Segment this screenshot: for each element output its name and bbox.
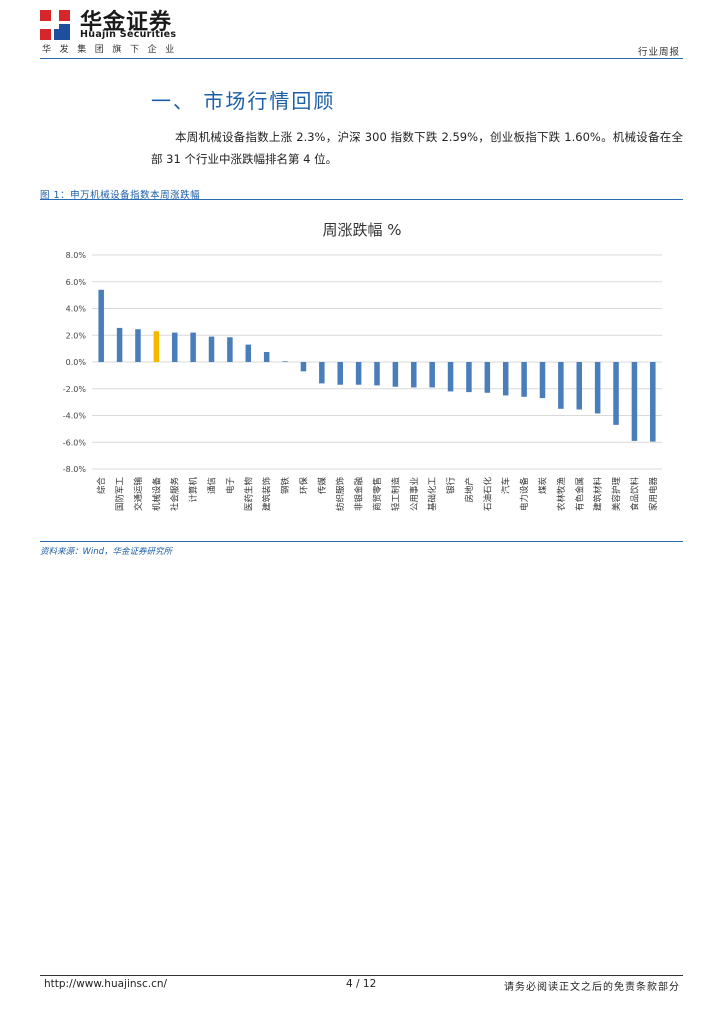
bar [411, 362, 417, 388]
section-title: 一、 市场行情回顾 [151, 89, 336, 113]
bar [227, 337, 233, 362]
bar [576, 362, 583, 410]
x-tick-label: 社会服务 [170, 477, 181, 512]
x-tick-label: 基础化工 [427, 477, 438, 512]
x-tick-label: 家用电器 [648, 477, 659, 512]
brand-name-cn: 华金证券 [80, 10, 173, 35]
bar [245, 344, 252, 362]
x-tick-label: 美容护理 [611, 477, 622, 512]
x-tick-label: 电子 [225, 477, 236, 495]
bar [466, 362, 472, 393]
figure-source: 资料来源：Wind，华金证券研究所 [40, 547, 173, 557]
weekly-change-bar-chart: 周涨跌幅 % 8.0% 6.0% 4.0% 2.0% 0.0% -2.0% -4.0% -6.… [63, 221, 662, 512]
report-type-label: 行业周报 [637, 47, 680, 58]
bar [355, 362, 362, 385]
x-tick-label: 通信 [207, 477, 218, 495]
x-tick-label: 煤炭 [537, 477, 548, 495]
bar [650, 362, 656, 442]
x-tick-label: 公用事业 [409, 477, 420, 511]
x-tick-label: 石油石化 [482, 477, 493, 512]
figure-bottom-divider [40, 541, 683, 542]
bar [374, 362, 380, 386]
x-tick-label: 交通运输 [133, 477, 144, 512]
chart-title: 周涨跌幅 % [322, 221, 401, 239]
bar [208, 336, 215, 362]
x-tick-label: 建筑装饰 [262, 477, 273, 512]
bar [337, 362, 343, 385]
x-tick-label: 机械设备 [151, 477, 162, 512]
bar [319, 362, 325, 384]
x-tick-label: 汽车 [501, 477, 512, 494]
market-review-paragraph: 本周机械设备指数上涨 2.3%，沪深 300 指数下跌 2.59%，创业板指下跌… [151, 130, 683, 166]
x-tick-label: 钢铁 [280, 477, 291, 495]
header-divider [40, 58, 683, 59]
bar [282, 361, 288, 362]
y-tick-label: 4.0% [66, 305, 87, 314]
bar [502, 362, 509, 396]
huajin-logo-icon [40, 10, 70, 40]
y-tick-label: 6.0% [66, 278, 87, 287]
bar [392, 362, 399, 387]
y-tick-label: -2.0% [63, 385, 87, 394]
bar [521, 362, 527, 397]
x-tick-label: 电力设备 [519, 477, 530, 512]
bar [631, 362, 638, 441]
brand-name-en: Huajin Securities [80, 29, 177, 40]
x-tick-label: 轻工制造 [390, 477, 401, 512]
x-tick-label: 医药生物 [243, 477, 254, 512]
x-tick-label: 商贸零售 [372, 477, 383, 511]
x-tick-label: 计算机 [188, 477, 199, 503]
x-tick-label: 食品饮料 [629, 477, 640, 512]
footer-disclaimer: 请务必阅读正文之后的免责条款部分 [504, 982, 680, 993]
footer-page-number: 4 / 12 [346, 978, 377, 990]
x-tick-label: 国防军工 [115, 477, 126, 512]
x-tick-label: 传媒 [317, 477, 328, 495]
bar [539, 362, 546, 399]
x-tick-label: 非银金融 [354, 477, 365, 512]
y-tick-label: 8.0% [66, 251, 87, 260]
x-tick-label: 农林牧渔 [556, 477, 567, 512]
x-tick-label: 有色金属 [574, 477, 585, 511]
x-tick-label: 建筑材料 [593, 477, 604, 512]
y-tick-label: -8.0% [63, 465, 87, 474]
bar [613, 362, 619, 425]
x-tick-label: 房地产 [464, 477, 475, 503]
bar [429, 362, 435, 388]
bar [153, 331, 160, 362]
bar [171, 332, 178, 362]
bar [116, 327, 123, 362]
footer-website-link[interactable]: http://www.huajinsc.cn/ [44, 978, 168, 990]
footer-divider [40, 975, 683, 976]
bar [98, 289, 104, 362]
bar [263, 351, 270, 362]
bar [447, 362, 454, 392]
figure-caption: 图 1：申万机械设备指数本周涨跌幅 [40, 190, 201, 201]
bar [190, 332, 196, 362]
bar [300, 362, 307, 372]
brand-tagline: 华发集团旗下企业 [42, 45, 183, 55]
x-tick-label: 纺织服饰 [335, 477, 346, 512]
y-tick-label: 0.0% [66, 358, 87, 367]
bar [135, 329, 141, 362]
y-tick-label: -6.0% [63, 438, 87, 447]
y-tick-label: 2.0% [66, 331, 87, 340]
x-tick-label: 综合 [96, 477, 107, 495]
bar [594, 362, 601, 414]
x-tick-label: 环保 [298, 477, 309, 495]
x-tick-label: 银行 [446, 477, 457, 495]
bar [558, 362, 564, 409]
y-tick-label: -4.0% [63, 412, 87, 421]
bar [484, 362, 491, 393]
figure-top-divider [40, 199, 683, 200]
